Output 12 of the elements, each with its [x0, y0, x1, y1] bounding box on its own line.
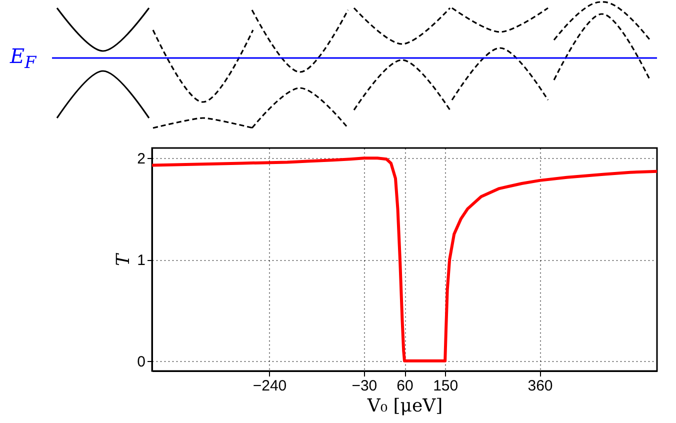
x-tick-label: 150	[433, 378, 458, 394]
y-tick-label: 1	[137, 252, 146, 269]
line-series	[152, 156, 657, 362]
text: E$_{F}$	[10, 44, 36, 72]
x-axis-title: V₀ [μeV]	[366, 396, 443, 416]
y-axis-title: T	[113, 252, 134, 266]
x-tick-label: 60	[396, 378, 414, 394]
x-tick-label: −30	[352, 378, 378, 394]
x-tick-label: 360	[528, 378, 553, 394]
x-tick-label: −240	[252, 378, 287, 394]
y-tick-label: 2	[137, 150, 146, 168]
y-tick-label: 0	[137, 353, 146, 370]
